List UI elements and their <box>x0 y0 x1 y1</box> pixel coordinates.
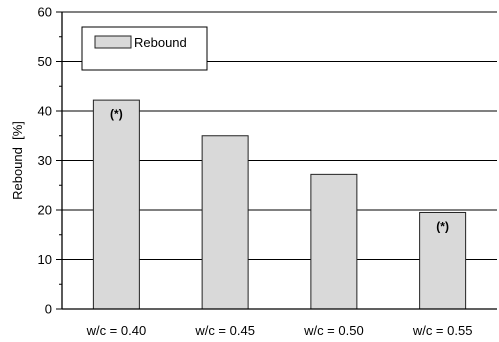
y-tick-label: 60 <box>38 5 52 20</box>
y-tick-label: 10 <box>38 252 52 267</box>
y-tick-label: 50 <box>38 54 52 69</box>
y-tick-label: 0 <box>45 302 52 317</box>
bar-annotation: (*) <box>436 219 449 233</box>
x-category-labels: w/c = 0.40 w/c = 0.45 w/c = 0.50 w/c = 0.55 <box>86 323 473 338</box>
y-tick-labels: 0 10 20 30 40 50 60 <box>38 5 52 317</box>
bar-annotation: (*) <box>110 107 123 121</box>
bar <box>311 174 357 309</box>
x-category-label: w/c = 0.45 <box>194 323 255 338</box>
y-tick-label: 30 <box>38 153 52 168</box>
y-tick-label: 40 <box>38 104 52 119</box>
legend-label: Rebound <box>134 35 187 50</box>
x-category-label: w/c = 0.50 <box>303 323 364 338</box>
x-category-label: w/c = 0.40 <box>86 323 147 338</box>
legend: Rebound <box>82 27 207 70</box>
bar <box>202 136 248 309</box>
y-axis-title: Rebound [%] <box>10 121 25 200</box>
x-category-label: w/c = 0.55 <box>412 323 473 338</box>
bar <box>93 100 139 309</box>
legend-swatch <box>95 36 131 48</box>
y-tick-label: 20 <box>38 203 52 218</box>
